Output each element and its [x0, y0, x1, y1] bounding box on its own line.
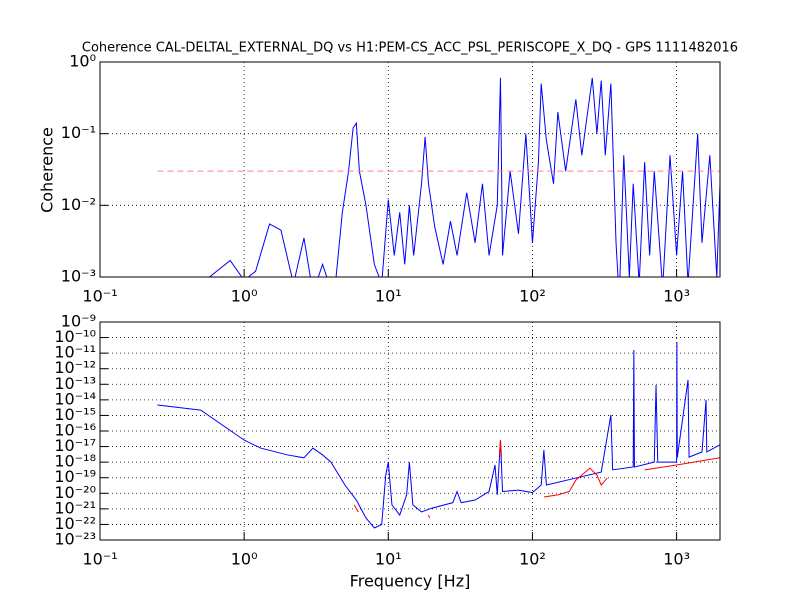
x-tick-label: 10¹	[375, 287, 402, 306]
y-tick-label: 10⁻¹⁴	[54, 389, 96, 408]
y-tick-label: 10⁻¹²	[54, 358, 96, 377]
data-line	[157, 341, 720, 529]
x-tick-label: 10²	[519, 287, 546, 306]
y-tick-label: 10⁻¹⁷	[54, 436, 96, 455]
data-line	[208, 77, 720, 277]
x-tick-label: 10⁰	[231, 550, 258, 569]
y-tick-label: 10⁻⁹	[61, 312, 96, 331]
x-tick-label: 10⁻¹	[82, 550, 117, 569]
y-tick-label: 10⁻²³	[54, 530, 96, 549]
y-tick-label: 10⁻¹⁰	[54, 327, 96, 346]
x-tick-label: 10³	[663, 287, 690, 306]
chart-title: Coherence CAL-DELTAL_EXTERNAL_DQ vs H1:P…	[82, 41, 738, 56]
x-tick-label: 10³	[663, 550, 690, 569]
y-tick-label: 10⁻²²	[54, 514, 96, 533]
x-tick-label: 10⁰	[231, 287, 258, 306]
y-tick-label: 10⁻²⁰	[54, 483, 96, 502]
y-tick-label: 10⁻¹⁶	[54, 421, 96, 440]
x-tick-label: 10⁻¹	[82, 287, 117, 306]
y-tick-label: 10⁻¹	[61, 123, 96, 142]
axes-frame	[99, 321, 721, 541]
axes-frame	[99, 61, 721, 278]
y-tick-label: 10⁻¹⁹	[54, 467, 96, 486]
y-axis-label: Coherence	[38, 127, 57, 213]
y-tick-label: 10⁻²	[61, 195, 96, 214]
plot-area	[157, 77, 720, 277]
plot-area	[157, 341, 720, 529]
y-tick-label: 10⁻¹⁸	[54, 452, 96, 471]
data-line	[353, 440, 720, 519]
y-tick-label: 10⁰	[69, 52, 96, 71]
x-tick-label: 10²	[519, 550, 546, 569]
y-tick-label: 10⁻¹¹	[54, 343, 96, 362]
x-axis-label: Frequency [Hz]	[350, 572, 471, 591]
x-tick-label: 10¹	[375, 550, 402, 569]
y-tick-label: 10⁻³	[61, 267, 96, 286]
y-tick-label: 10⁻²¹	[54, 498, 96, 517]
y-tick-label: 10⁻¹³	[54, 374, 96, 393]
y-tick-label: 10⁻¹⁵	[54, 405, 96, 424]
